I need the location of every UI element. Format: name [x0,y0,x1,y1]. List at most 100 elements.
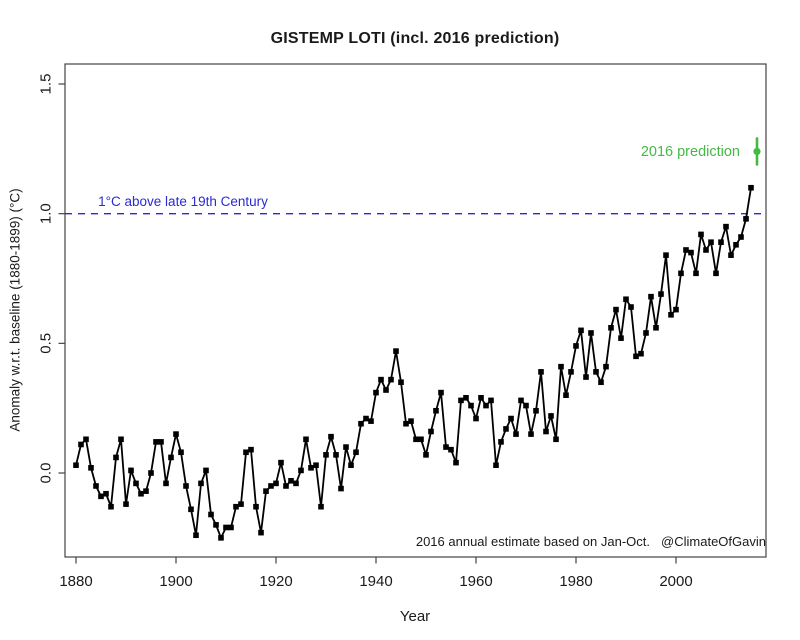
data-point [673,306,679,313]
data-point [693,270,699,277]
data-point [448,446,454,453]
data-point [588,330,594,336]
data-point [398,379,404,386]
data-point [333,452,339,458]
data-point [233,503,239,510]
x-tick-label: 1960 [459,573,492,590]
x-tick-label: 1940 [359,573,392,590]
data-point [638,350,644,357]
data-point [403,420,409,427]
data-point [258,529,264,536]
data-point [213,522,219,528]
data-point [303,436,309,443]
data-point [253,503,259,510]
data-point [558,363,564,370]
data-point [713,270,719,277]
data-point [223,524,229,531]
data-point [228,524,234,531]
data-point [353,449,359,456]
data-point [98,493,104,500]
x-tick-label: 1900 [159,573,192,590]
data-point [78,441,84,448]
data-point [578,327,584,334]
data-point [178,449,184,456]
data-point [478,394,484,401]
data-point [573,343,579,349]
data-point [183,483,189,489]
data-point [368,418,374,424]
data-point [593,369,599,375]
data-point [348,462,354,469]
data-point [468,402,474,409]
data-point [453,459,459,466]
y-tick-label: 1.5 [38,74,55,95]
data-point [458,397,464,404]
data-point [743,216,749,222]
data-point [93,483,99,489]
data-point [498,439,504,445]
data-point [123,501,129,507]
data-point [438,389,444,396]
data-point [723,223,729,230]
data-point [343,444,349,450]
data-point [703,247,709,253]
data-point [298,467,304,474]
data-point [518,397,524,404]
data-point [248,446,254,453]
data-point [108,503,114,510]
data-point [118,436,124,443]
data-point [568,369,574,375]
data-point [168,454,174,461]
data-point [73,462,79,469]
data-point [328,433,334,440]
credit-annotation: @ClimateOfGavin [661,534,766,549]
footnote-annotation: 2016 annual estimate based on Jan-Oct. [415,534,650,549]
x-axis-title: Year [399,608,431,625]
data-point [188,506,194,513]
data-point [373,389,379,396]
prediction-label: 2016 prediction [640,144,740,160]
data-point [718,239,724,245]
data-point [668,312,674,318]
data-point [163,480,169,487]
data-point [683,247,689,253]
data-point [503,426,509,432]
data-point [428,428,434,435]
data-point [148,470,154,476]
data-point [268,483,274,489]
data-point [153,439,159,445]
x-tick-label: 2000 [659,573,692,590]
x-tick-label: 1980 [559,573,592,590]
data-point [83,436,89,443]
data-point [208,511,214,518]
x-tick-label: 1920 [259,573,292,590]
data-point [323,452,329,458]
data-point [198,480,204,487]
data-point [493,462,499,469]
data-point [418,436,424,443]
data-point [513,431,519,437]
data-point [748,184,754,191]
data-point [273,480,279,487]
data-point [473,415,479,422]
data-point [628,304,634,310]
series-line [75,187,752,541]
data-point [583,374,589,380]
data-point [358,420,364,427]
data-point [658,291,664,297]
data-point [738,234,744,240]
data-point [203,467,209,474]
y-axis-title: Anomaly w.r.t. baseline (1880-1899) (°C) [7,188,23,432]
data-point [643,330,649,336]
data-point [288,477,294,484]
data-point [433,407,439,414]
data-point [128,467,134,474]
data-point [283,483,289,489]
data-point [608,324,614,331]
data-point [193,532,199,539]
data-point [443,444,449,450]
data-point [633,353,639,360]
data-point [543,428,549,435]
chart-title: GISTEMP LOTI (incl. 2016 prediction) [270,30,560,47]
